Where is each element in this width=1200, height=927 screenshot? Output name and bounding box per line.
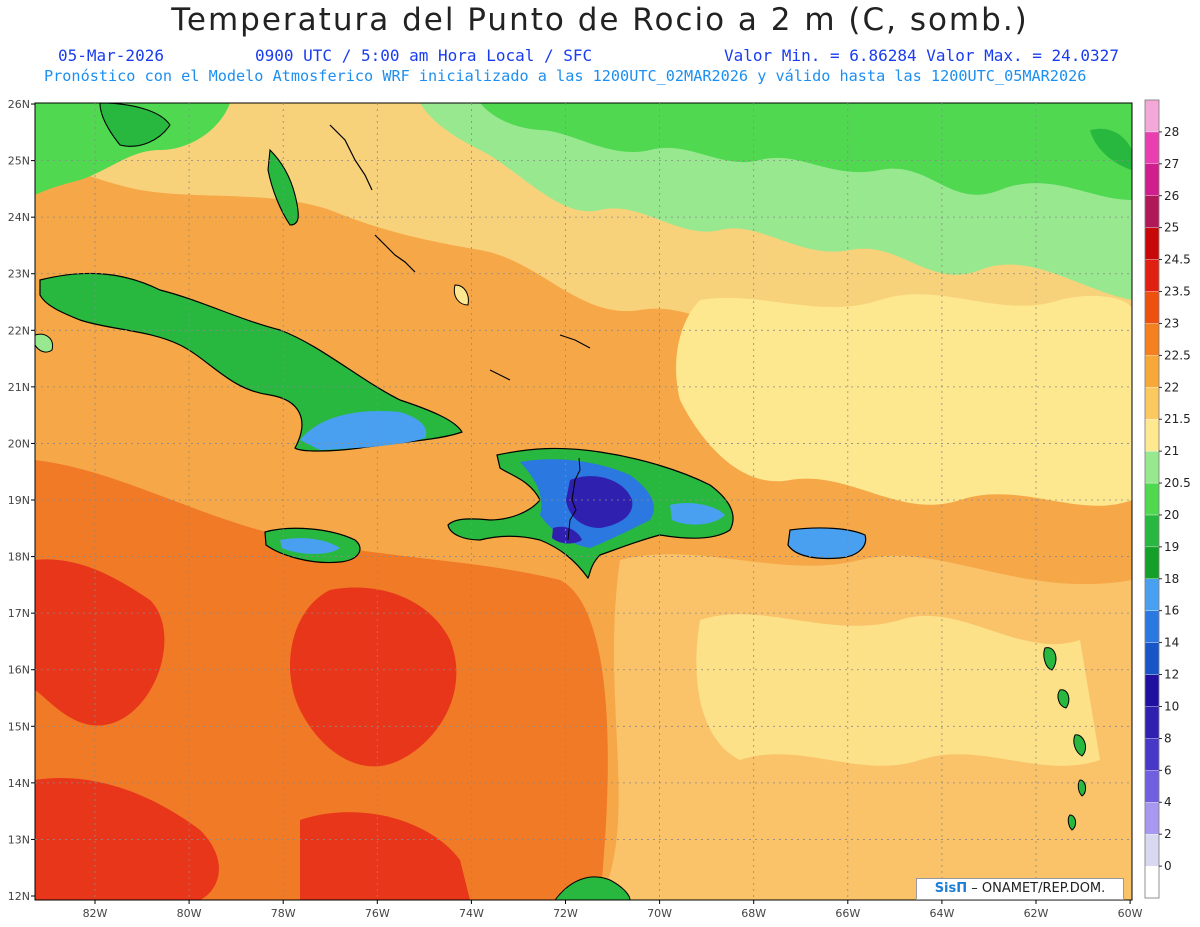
colorbar-swatch: [1144, 387, 1160, 420]
colorbar-label: 6: [1164, 763, 1172, 777]
colorbar-label: 14: [1164, 636, 1179, 650]
lon-tick-label: 68W: [741, 907, 766, 920]
colorbar-label: 27: [1164, 157, 1179, 171]
colorbar-swatch: [1144, 131, 1160, 164]
forecast-date: 05-Mar-2026: [58, 46, 164, 65]
lon-tick-label: 74W: [459, 907, 484, 920]
lat-tick-label: 20N: [8, 437, 30, 450]
colorbar-swatch: [1144, 610, 1160, 643]
map-title: Temperatura del Punto de Rocio a 2 m (C,…: [171, 2, 1029, 38]
colorbar-label: 10: [1164, 699, 1179, 713]
colorbar-label: 16: [1164, 604, 1179, 618]
colorbar-label: 19: [1164, 540, 1179, 554]
sispi-logo: SisΠ: [934, 881, 968, 896]
colorbar-swatch: [1144, 706, 1160, 739]
colorbar-label: 23: [1164, 316, 1179, 330]
colorbar-label: 22.5: [1164, 348, 1191, 362]
colorbar-label: 12: [1164, 668, 1179, 682]
lat-tick-label: 19N: [8, 494, 30, 507]
lat-tick-label: 18N: [8, 551, 30, 564]
colorbar-swatch: [1144, 865, 1160, 899]
plot-frame: [34, 102, 1133, 901]
colorbar-label: 26: [1164, 189, 1179, 203]
colorbar-swatch: [1144, 291, 1160, 324]
lon-tick-label: 70W: [647, 907, 672, 920]
lat-tick-label: 25N: [8, 155, 30, 168]
colorbar-label: 28: [1164, 125, 1179, 139]
colorbar-label: 8: [1164, 731, 1172, 745]
colorbar-label: 4: [1164, 795, 1172, 809]
lon-tick-label: 76W: [365, 907, 390, 920]
colorbar: 0 2 4 6 8 10 12 14 16 18 19 20 20.5 21 21.5 22 22.5 23 23.…: [1144, 99, 1191, 899]
colorbar-label: 0: [1164, 859, 1172, 873]
colorbar-label: 24.5: [1164, 253, 1191, 267]
lat-tick-label: 24N: [8, 211, 30, 224]
colorbar-label: 18: [1164, 572, 1179, 586]
colorbar-swatch: [1144, 323, 1160, 356]
colorbar-swatch: [1144, 482, 1160, 516]
lat-tick-label: 22N: [8, 324, 30, 337]
model-description: Pronóstico con el Modelo Atmosferico WRF…: [44, 67, 1087, 85]
colorbar-swatch: [1144, 227, 1160, 260]
min-max-values: Valor Min. = 6.86284 Valor Max. = 24.032…: [724, 46, 1119, 65]
colorbar-swatch: [1144, 802, 1160, 835]
lon-tick-label: 60W: [1118, 907, 1143, 920]
lat-tick-label: 13N: [8, 833, 30, 846]
forecast-time: 0900 UTC / 5:00 am Hora Local / SFC: [255, 46, 593, 65]
longitude-axis: 82W 80W 78W 76W 74W 72W 70W 68W 66W 64W 62W 60W: [83, 900, 1143, 920]
colorbar-swatch: [1144, 834, 1160, 867]
colorbar-label: 25: [1164, 221, 1179, 235]
colorbar-swatch: [1144, 514, 1160, 548]
colorbar-label: 22: [1164, 380, 1179, 394]
colorbar-label: 23.5: [1164, 285, 1191, 299]
lat-tick-label: 17N: [8, 607, 30, 620]
lon-tick-label: 66W: [835, 907, 860, 920]
lat-tick-label: 12N: [8, 890, 30, 903]
colorbar-swatch: [1144, 546, 1160, 579]
colorbar-swatch: [1144, 195, 1160, 228]
lat-tick-label: 15N: [8, 720, 30, 733]
colorbar-swatch: [1144, 738, 1160, 771]
colorbar-label: 2: [1164, 827, 1172, 841]
colorbar-swatch: [1144, 770, 1160, 803]
colorbar-swatch: [1144, 450, 1160, 484]
map-field: [35, 103, 1132, 900]
lon-tick-label: 78W: [271, 907, 296, 920]
colorbar-swatch: [1144, 259, 1160, 292]
credit-text: – ONAMET/REP.DOM.: [971, 881, 1106, 896]
credit-box: SisΠ – ONAMET/REP.DOM.: [916, 878, 1124, 900]
lat-tick-label: 21N: [8, 381, 30, 394]
lat-tick-label: 14N: [8, 777, 30, 790]
lat-tick-label: 23N: [8, 268, 30, 281]
colorbar-swatch: [1144, 163, 1160, 196]
colorbar-label: 20: [1164, 508, 1179, 522]
colorbar-label: 20.5: [1164, 476, 1191, 490]
colorbar-swatch: [1144, 99, 1160, 133]
colorbar-swatch: [1144, 578, 1160, 611]
lon-tick-label: 72W: [553, 907, 578, 920]
colorbar-swatch: [1144, 355, 1160, 388]
latitude-axis: 12N 13N 14N 15N 16N 17N 18N 19N 20N 21N 22N 23N 24N 2…: [8, 98, 35, 903]
lon-tick-label: 82W: [83, 907, 108, 920]
lat-tick-label: 16N: [8, 664, 30, 677]
lon-tick-label: 80W: [177, 907, 202, 920]
colorbar-label: 21: [1164, 444, 1179, 458]
colorbar-label: 21.5: [1164, 412, 1191, 426]
colorbar-swatch: [1144, 674, 1160, 707]
lon-tick-label: 62W: [1024, 907, 1049, 920]
colorbar-swatch: [1144, 419, 1160, 452]
lat-tick-label: 26N: [8, 98, 30, 111]
lon-tick-label: 64W: [929, 907, 954, 920]
colorbar-swatch: [1144, 642, 1160, 675]
map-gridlines: [35, 103, 1132, 900]
